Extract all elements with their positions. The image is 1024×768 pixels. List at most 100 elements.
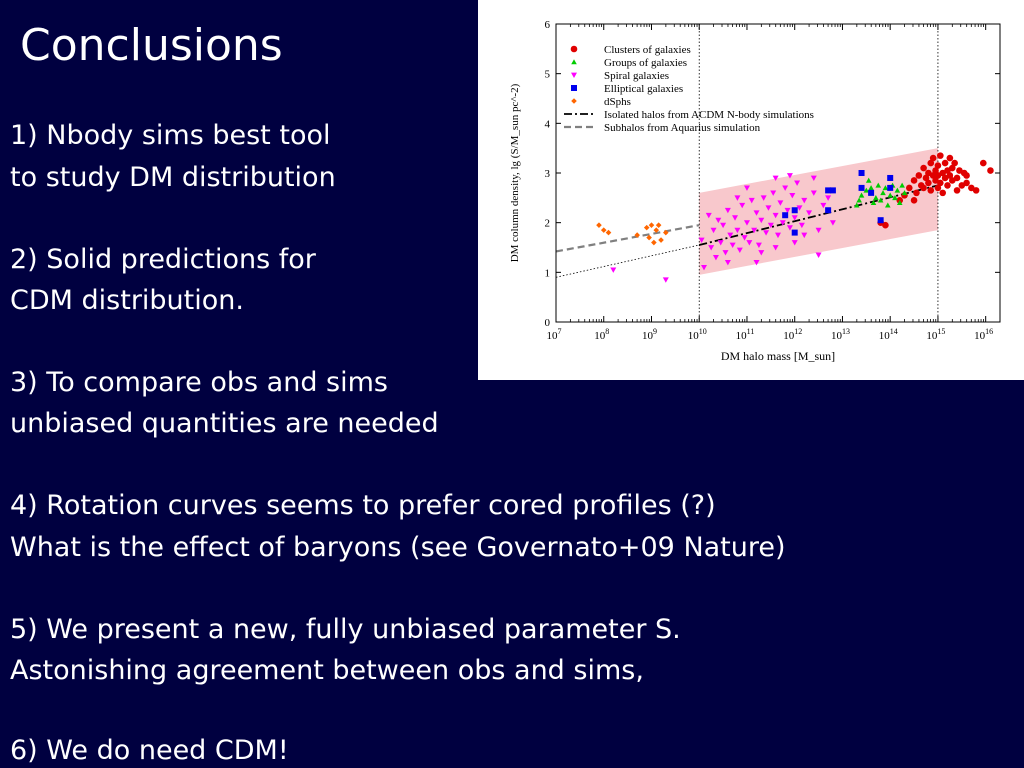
data-point bbox=[806, 210, 813, 216]
data-point bbox=[937, 152, 944, 159]
data-point bbox=[729, 242, 736, 249]
data-point bbox=[870, 200, 877, 206]
x-tick-label: 1012 bbox=[783, 327, 802, 342]
legend-marker bbox=[571, 98, 577, 104]
data-point bbox=[856, 197, 862, 203]
data-point bbox=[944, 182, 951, 189]
data-point bbox=[887, 184, 894, 191]
data-point bbox=[868, 189, 875, 196]
data-point bbox=[913, 189, 920, 197]
model-line-1 bbox=[699, 184, 939, 246]
data-point bbox=[820, 202, 827, 209]
data-point bbox=[963, 179, 970, 187]
data-point bbox=[741, 235, 748, 241]
data-point bbox=[782, 212, 789, 219]
legend-label: dSphs bbox=[604, 96, 631, 108]
data-point bbox=[887, 174, 894, 181]
data-point bbox=[600, 227, 607, 233]
data-point bbox=[751, 227, 758, 234]
data-point bbox=[786, 225, 793, 231]
data-point bbox=[853, 202, 860, 208]
data-point bbox=[648, 222, 655, 228]
data-point bbox=[892, 195, 898, 201]
x-tick-label: 1015 bbox=[926, 327, 945, 342]
data-point bbox=[634, 232, 640, 238]
legend-label: Spiral galaxies bbox=[604, 70, 669, 82]
data-point bbox=[927, 187, 935, 194]
data-point bbox=[810, 190, 817, 196]
slide-title: Conclusions bbox=[20, 20, 283, 71]
data-point bbox=[655, 222, 662, 228]
data-point bbox=[829, 187, 836, 194]
data-point bbox=[877, 197, 884, 203]
data-point bbox=[880, 190, 886, 196]
data-point bbox=[825, 187, 832, 194]
data-point bbox=[825, 207, 832, 214]
conclusion-line-1: 1) Nbody sims best tool bbox=[10, 120, 331, 151]
data-point bbox=[972, 187, 980, 194]
data-point bbox=[939, 189, 947, 197]
data-point bbox=[743, 185, 750, 191]
data-point bbox=[786, 173, 793, 179]
legend-label: Subhalos from Aquarius simulation bbox=[604, 122, 761, 134]
data-point bbox=[910, 177, 918, 184]
data-point bbox=[662, 277, 669, 283]
data-point bbox=[953, 174, 961, 182]
data-point bbox=[885, 202, 891, 208]
data-point bbox=[920, 164, 927, 172]
series-triangle-down bbox=[610, 173, 836, 283]
x-axis-label: DM halo mass [M_sun] bbox=[721, 349, 835, 363]
legend-marker bbox=[571, 72, 577, 78]
data-point bbox=[758, 250, 765, 256]
data-point bbox=[663, 229, 669, 236]
data-point bbox=[734, 195, 741, 201]
y-tick-label: 6 bbox=[545, 19, 551, 31]
data-point bbox=[724, 207, 731, 214]
data-point bbox=[708, 245, 715, 251]
data-point bbox=[910, 197, 918, 204]
data-point bbox=[605, 229, 612, 236]
data-point bbox=[882, 185, 889, 191]
data-point bbox=[946, 154, 954, 162]
legend-label: Clusters of galaxies bbox=[604, 44, 691, 56]
conclusion-line-4: CDM distribution. bbox=[10, 285, 244, 316]
x-tick-label: 108 bbox=[594, 327, 609, 342]
data-point bbox=[724, 260, 731, 266]
data-point bbox=[646, 234, 652, 241]
data-point bbox=[934, 162, 942, 169]
chart-panel: 0 1 2 3 4 5 6 107 108 109 1010 1011 1012 1013 1014 1015… bbox=[478, 0, 1024, 380]
data-point bbox=[651, 239, 657, 246]
conclusion-line-10: Astonishing agreement between obs and si… bbox=[10, 655, 644, 686]
x-tick-label: 1014 bbox=[879, 327, 898, 342]
data-point bbox=[948, 164, 956, 172]
scatter-chart: 0 1 2 3 4 5 6 107 108 109 1010 1011 1012 1013 1014 1015… bbox=[509, 19, 1001, 363]
legend-label: Groups of galaxies bbox=[604, 57, 687, 69]
data-point bbox=[987, 167, 994, 174]
data-point bbox=[772, 212, 779, 219]
model-line-2 bbox=[555, 224, 700, 253]
data-point bbox=[946, 172, 954, 179]
y-tick-label: 5 bbox=[545, 69, 551, 81]
x-tick-label: 1011 bbox=[736, 327, 755, 342]
data-point bbox=[789, 192, 796, 199]
data-point bbox=[887, 192, 893, 198]
data-point bbox=[929, 154, 937, 162]
conclusion-line-6: unbiased quantities are needed bbox=[10, 408, 439, 439]
data-point bbox=[810, 175, 817, 181]
data-point bbox=[794, 180, 801, 186]
data-point bbox=[877, 217, 884, 224]
data-point bbox=[865, 177, 872, 183]
legend-marker bbox=[571, 59, 577, 65]
data-point bbox=[796, 205, 803, 211]
data-point bbox=[596, 222, 602, 228]
data-point bbox=[755, 242, 762, 249]
y-axis-label: DM column density, lg (S/M_sun pc^-2) bbox=[509, 83, 521, 262]
data-point bbox=[896, 200, 903, 206]
y-tick-label: 2 bbox=[545, 218, 551, 230]
y-tick-label: 1 bbox=[545, 267, 551, 279]
data-point bbox=[925, 179, 932, 187]
data-point bbox=[815, 227, 822, 234]
y-tick-label: 0 bbox=[545, 317, 551, 329]
data-point bbox=[829, 220, 836, 226]
